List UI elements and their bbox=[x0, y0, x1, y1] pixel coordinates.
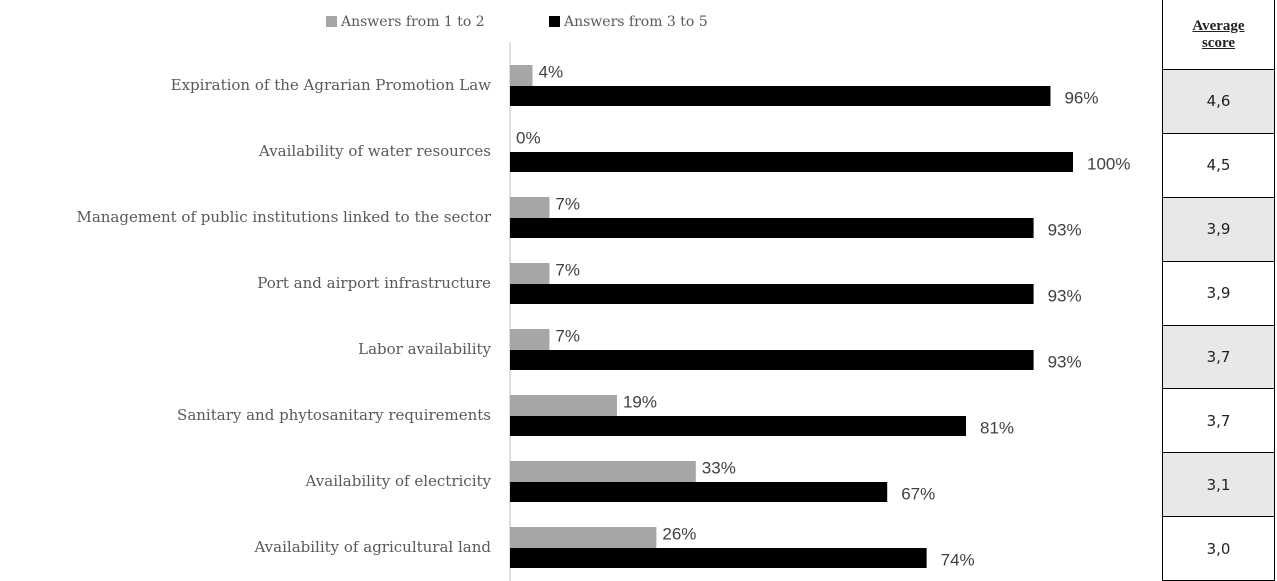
bar bbox=[510, 350, 1034, 370]
value-label: 7% bbox=[555, 194, 580, 213]
score-cell: 3,9 bbox=[1163, 261, 1274, 326]
bar bbox=[510, 218, 1034, 238]
bar bbox=[510, 197, 550, 218]
bar bbox=[510, 461, 696, 482]
value-label: 96% bbox=[1064, 88, 1098, 107]
value-label: 7% bbox=[555, 260, 580, 279]
category-label: Labor availability bbox=[358, 340, 491, 358]
value-label: 100% bbox=[1087, 154, 1130, 173]
bar bbox=[510, 482, 888, 502]
bar bbox=[510, 263, 550, 284]
average-score-table: Average score 4,6 4,5 3,9 3,9 3,7 3,7 3,1 3,0 bbox=[1162, 0, 1275, 581]
bar bbox=[510, 395, 617, 416]
score-cell: 4,6 bbox=[1163, 70, 1274, 134]
category-label: Sanitary and phytosanitary requirements bbox=[177, 406, 491, 424]
score-cell: 3,1 bbox=[1163, 453, 1274, 518]
value-label: 0% bbox=[516, 128, 541, 147]
bar bbox=[510, 86, 1051, 106]
category-label: Availability of electricity bbox=[305, 472, 492, 490]
category-label: Port and airport infrastructure bbox=[257, 274, 491, 292]
category-label: Availability of agricultural land bbox=[253, 538, 491, 556]
value-label: 74% bbox=[941, 550, 975, 569]
legend-label: Answers from 3 to 5 bbox=[563, 14, 708, 30]
value-label: 81% bbox=[980, 418, 1014, 437]
chart: Answers from 1 to 2 Answers from 3 to 5 Ex… bbox=[76, 14, 1130, 581]
value-label: 93% bbox=[1048, 220, 1082, 239]
value-label: 19% bbox=[623, 392, 657, 411]
bar bbox=[510, 152, 1073, 172]
value-label: 67% bbox=[901, 484, 935, 503]
bar bbox=[510, 548, 927, 568]
value-label: 33% bbox=[702, 458, 736, 477]
bar bbox=[510, 284, 1034, 304]
score-cell: 3,7 bbox=[1163, 325, 1274, 390]
category-label: Management of public institutions linked… bbox=[76, 208, 491, 226]
legend-swatch bbox=[549, 16, 560, 27]
score-cell: 3,7 bbox=[1163, 389, 1274, 454]
bar bbox=[510, 329, 550, 350]
score-cell: 4,5 bbox=[1163, 133, 1274, 198]
category-label: Expiration of the Agrarian Promotion Law bbox=[171, 76, 492, 94]
value-label: 4% bbox=[539, 62, 564, 81]
table-header: Average score bbox=[1163, 0, 1274, 70]
bar bbox=[510, 65, 533, 86]
score-cell: 3,9 bbox=[1163, 197, 1274, 262]
bar bbox=[510, 527, 657, 548]
legend-label: Answers from 1 to 2 bbox=[340, 14, 485, 30]
value-label: 93% bbox=[1048, 352, 1082, 371]
value-label: 26% bbox=[662, 524, 696, 543]
value-label: 93% bbox=[1048, 286, 1082, 305]
legend-swatch bbox=[326, 16, 337, 27]
bar bbox=[510, 416, 967, 436]
category-label: Availability of water resources bbox=[258, 142, 491, 160]
value-label: 7% bbox=[555, 326, 580, 345]
score-cell: 3,0 bbox=[1163, 517, 1274, 581]
